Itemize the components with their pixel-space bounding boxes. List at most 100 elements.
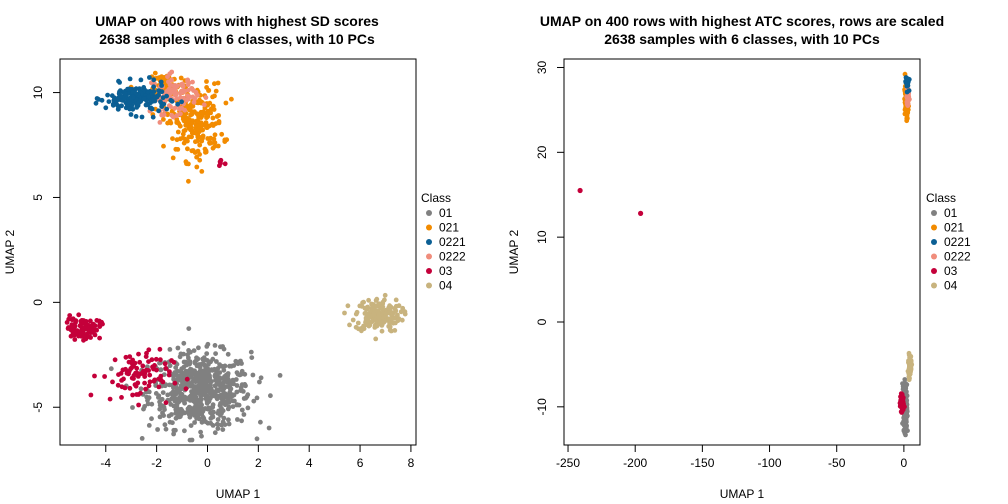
left-point-04 <box>342 310 347 316</box>
left-point-01 <box>141 406 146 412</box>
left-point-0222 <box>166 79 171 85</box>
left-point-01 <box>194 355 199 361</box>
left-point-01 <box>156 393 162 399</box>
left-point-0221 <box>150 114 156 120</box>
left-point-0221 <box>159 83 165 88</box>
right-y-axis-label: UMAP 2 <box>507 229 521 274</box>
left-point-01 <box>242 371 248 377</box>
right-legend-title: Class <box>926 191 956 205</box>
left-point-0221 <box>128 112 134 117</box>
left-point-01 <box>200 378 205 383</box>
left-point-01 <box>171 431 177 437</box>
left-point-021 <box>197 152 203 157</box>
left-legend-swatch-01 <box>426 210 432 216</box>
left-point-01 <box>233 377 239 382</box>
right-legend-label-01: 01 <box>944 206 958 220</box>
left-point-0221 <box>122 91 128 97</box>
left-y-tick-label: 0 <box>31 299 45 306</box>
left-point-021 <box>211 136 217 142</box>
left-y-axis-label: UMAP 2 <box>3 229 17 274</box>
left-point-03 <box>107 396 113 402</box>
left-y-tick-label: -5 <box>31 402 45 413</box>
left-point-0221 <box>168 97 174 103</box>
right-x-axis-label: UMAP 1 <box>720 487 765 501</box>
left-point-0222 <box>178 95 183 101</box>
left-point-0221 <box>133 91 139 96</box>
right-legend-label-03: 03 <box>944 264 958 278</box>
left-point-01 <box>160 390 166 395</box>
left-point-01 <box>167 382 173 388</box>
left-point-03 <box>130 357 136 363</box>
left-point-03 <box>88 392 94 398</box>
left-point-0221 <box>160 95 166 101</box>
left-point-01 <box>192 420 198 425</box>
left-point-03 <box>136 402 142 408</box>
left-point-03 <box>222 161 228 167</box>
left-point-03 <box>130 392 136 398</box>
left-point-0221 <box>156 108 162 114</box>
left-point-01 <box>173 427 178 433</box>
left-point-03 <box>127 354 133 359</box>
left-point-0221 <box>151 89 157 95</box>
left-point-03 <box>69 325 74 331</box>
left-point-021 <box>195 113 201 118</box>
left-point-01 <box>201 362 207 367</box>
left-point-021 <box>223 100 229 106</box>
left-point-021 <box>186 178 191 184</box>
left-point-04 <box>361 299 366 305</box>
left-point-01 <box>217 362 223 367</box>
left-point-01 <box>167 347 173 352</box>
left-point-01 <box>227 363 232 369</box>
left-point-0222 <box>178 111 183 117</box>
left-point-03 <box>131 363 137 369</box>
left-point-01 <box>213 351 219 356</box>
left-point-01 <box>146 423 152 428</box>
left-point-01 <box>208 420 214 426</box>
left-point-01 <box>181 340 187 346</box>
left-point-01 <box>178 414 183 419</box>
left-point-01 <box>179 408 185 414</box>
left-point-01 <box>198 392 204 397</box>
left-point-03 <box>136 351 141 357</box>
right-legend-label-0222: 0222 <box>944 250 971 264</box>
left-point-01 <box>202 357 208 363</box>
left-point-0221 <box>117 91 122 97</box>
left-point-03 <box>134 392 140 397</box>
left-point-0221 <box>116 78 121 84</box>
left-point-021 <box>170 155 176 161</box>
left-point-04 <box>398 309 404 315</box>
left-point-03 <box>163 366 169 371</box>
left-point-021 <box>212 140 218 146</box>
left-legend-swatch-0221 <box>426 239 432 245</box>
left-point-03 <box>184 376 190 382</box>
left-point-03 <box>102 374 107 379</box>
left-point-01 <box>214 377 220 383</box>
left-point-021 <box>207 140 212 146</box>
left-point-03 <box>115 382 121 388</box>
left-point-01 <box>266 425 272 431</box>
left-point-021 <box>195 134 201 140</box>
left-point-0221 <box>175 101 181 107</box>
left-x-tick-label: -2 <box>151 456 162 470</box>
left-point-03 <box>143 386 149 392</box>
left-point-021 <box>194 118 200 124</box>
right-point-03 <box>898 409 904 415</box>
left-point-03 <box>126 368 132 374</box>
left-point-0221 <box>99 97 105 103</box>
left-y-tick-label: 10 <box>31 86 45 100</box>
left-point-01 <box>212 430 218 436</box>
left-point-01 <box>175 376 181 382</box>
left-point-04 <box>354 309 360 315</box>
left-legend-swatch-021 <box>426 224 432 231</box>
right-chart-title: UMAP on 400 rows with highest ATC scores… <box>540 13 944 29</box>
right-point-0222 <box>905 99 911 105</box>
left-point-03 <box>77 331 83 336</box>
left-y-axis: -5 0 5 10 <box>31 86 61 413</box>
left-point-021 <box>204 79 209 84</box>
left-point-01 <box>197 398 203 404</box>
right-legend-label-0221: 0221 <box>944 235 971 249</box>
left-point-04 <box>402 309 408 315</box>
right-x-tick-label: -100 <box>758 456 782 470</box>
left-point-0221 <box>105 92 110 98</box>
